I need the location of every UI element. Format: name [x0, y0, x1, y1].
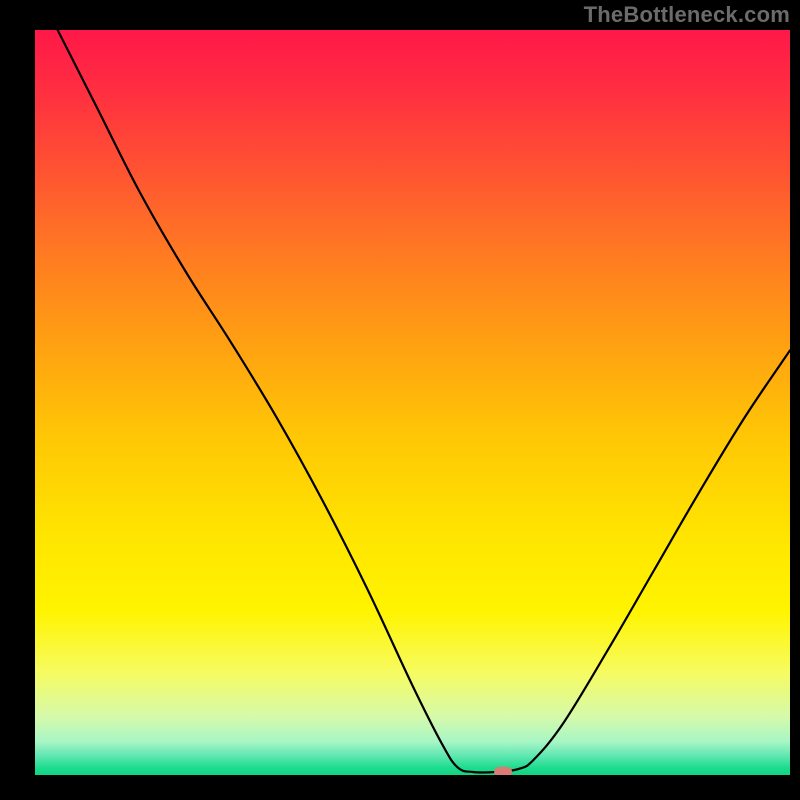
chart-frame: TheBottleneck.com — [0, 0, 800, 800]
plot-area — [35, 30, 790, 775]
optimum-marker — [494, 767, 512, 775]
chart-svg — [35, 30, 790, 775]
watermark-text: TheBottleneck.com — [584, 2, 790, 28]
chart-background — [35, 30, 790, 775]
